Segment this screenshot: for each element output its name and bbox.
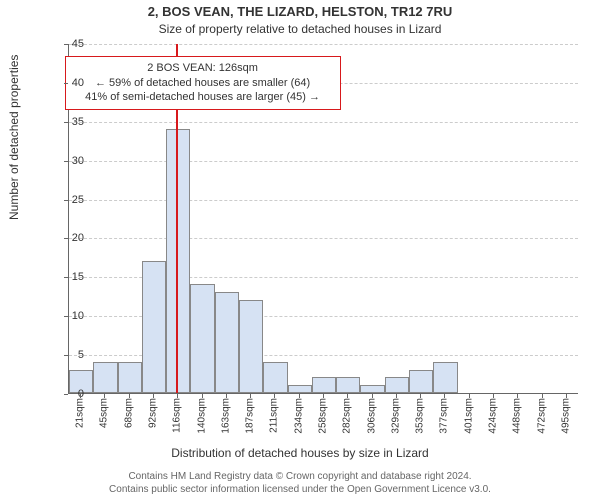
x-tick-label: 282sqm	[342, 398, 353, 434]
histogram-bar	[142, 261, 166, 393]
histogram-bar	[409, 370, 433, 393]
x-tick-label: 424sqm	[488, 398, 499, 434]
chart-title-main: 2, BOS VEAN, THE LIZARD, HELSTON, TR12 7…	[0, 4, 600, 19]
y-tick-label: 20	[54, 232, 84, 244]
plot-area: 2 BOS VEAN: 126sqm← 59% of detached hous…	[68, 44, 578, 394]
histogram-bar	[288, 385, 312, 393]
y-tick-label: 25	[54, 194, 84, 206]
x-tick-label: 187sqm	[245, 398, 256, 434]
x-tick-label: 45sqm	[99, 398, 110, 428]
histogram-bar	[190, 284, 214, 393]
x-tick-label: 116sqm	[172, 398, 183, 433]
histogram-bar	[215, 292, 239, 393]
chart-title-sub: Size of property relative to detached ho…	[0, 22, 600, 36]
y-tick-mark	[64, 161, 68, 162]
y-tick-mark	[64, 238, 68, 239]
footer-line-2: Contains public sector information licen…	[0, 483, 600, 496]
x-tick-label: 163sqm	[220, 398, 231, 434]
x-tick-label: 353sqm	[415, 398, 426, 434]
annotation-line: 41% of semi-detached houses are larger (…	[74, 90, 332, 105]
x-tick-label: 234sqm	[293, 398, 304, 434]
y-tick-label: 35	[54, 116, 84, 128]
x-tick-label: 377sqm	[439, 398, 450, 434]
y-tick-mark	[64, 122, 68, 123]
y-tick-mark	[64, 44, 68, 45]
y-tick-label: 30	[54, 155, 84, 167]
x-tick-label: 448sqm	[512, 398, 523, 434]
histogram-bar	[118, 362, 142, 393]
y-tick-label: 10	[54, 310, 84, 322]
chart-footer: Contains HM Land Registry data © Crown c…	[0, 470, 600, 496]
gridline	[69, 161, 578, 162]
y-tick-label: 40	[54, 77, 84, 89]
y-tick-mark	[64, 83, 68, 84]
histogram-bar	[263, 362, 287, 393]
histogram-bar	[93, 362, 117, 393]
y-tick-label: 45	[54, 38, 84, 50]
annotation-line: ← 59% of detached houses are smaller (64…	[74, 76, 332, 91]
gridline	[69, 122, 578, 123]
histogram-bar	[312, 377, 336, 393]
histogram-bar	[433, 362, 457, 393]
y-tick-mark	[64, 316, 68, 317]
chart-container: 2, BOS VEAN, THE LIZARD, HELSTON, TR12 7…	[0, 0, 600, 500]
annotation-line: 2 BOS VEAN: 126sqm	[74, 61, 332, 76]
x-tick-label: 472sqm	[536, 398, 547, 434]
histogram-bar	[166, 129, 190, 393]
x-tick-label: 21sqm	[75, 398, 86, 428]
annotation-box: 2 BOS VEAN: 126sqm← 59% of detached hous…	[65, 56, 341, 111]
x-tick-label: 92sqm	[148, 398, 159, 428]
y-tick-mark	[64, 200, 68, 201]
x-tick-label: 306sqm	[366, 398, 377, 434]
x-tick-label: 495sqm	[560, 398, 571, 434]
y-tick-mark	[64, 394, 68, 395]
x-tick-label: 401sqm	[463, 398, 474, 434]
footer-line-1: Contains HM Land Registry data © Crown c…	[0, 470, 600, 483]
x-tick-label: 140sqm	[196, 398, 207, 434]
gridline	[69, 44, 578, 45]
x-tick-label: 258sqm	[318, 398, 329, 434]
y-axis-title: Number of detached properties	[7, 55, 21, 220]
histogram-bar	[239, 300, 263, 393]
y-tick-mark	[64, 355, 68, 356]
x-axis-title: Distribution of detached houses by size …	[0, 446, 600, 460]
y-tick-mark	[64, 277, 68, 278]
gridline	[69, 238, 578, 239]
gridline	[69, 200, 578, 201]
y-tick-label: 5	[54, 349, 84, 361]
x-tick-label: 329sqm	[390, 398, 401, 434]
x-tick-label: 68sqm	[123, 398, 134, 428]
histogram-bar	[360, 385, 384, 393]
histogram-bar	[336, 377, 360, 393]
x-tick-label: 211sqm	[269, 398, 280, 433]
histogram-bar	[385, 377, 409, 393]
y-tick-label: 15	[54, 271, 84, 283]
